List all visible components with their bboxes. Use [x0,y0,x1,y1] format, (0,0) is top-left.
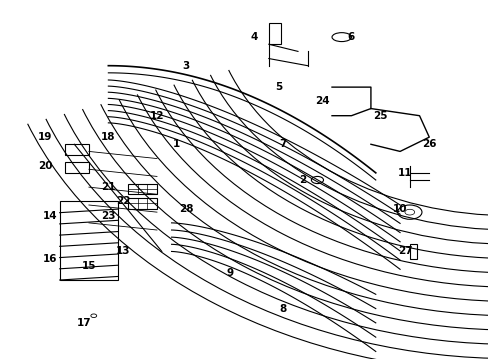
Text: 18: 18 [101,132,115,142]
Text: 10: 10 [392,203,407,213]
Text: 28: 28 [179,203,193,213]
Bar [64,144,89,155]
Text: 23: 23 [101,211,115,221]
Text: 15: 15 [81,261,96,271]
Text: 22: 22 [116,197,130,206]
Text: 26: 26 [421,139,436,149]
Bar [127,184,157,194]
Text: 16: 16 [42,253,57,264]
Text: 20: 20 [38,161,52,171]
Bar [60,202,118,280]
Text: 9: 9 [226,268,233,278]
Text: 5: 5 [274,82,282,92]
Text: 13: 13 [116,247,130,256]
Text: 2: 2 [299,175,306,185]
Bar [409,244,416,258]
Bar [127,198,157,208]
Text: 19: 19 [38,132,52,142]
Text: 14: 14 [42,211,57,221]
Text: 1: 1 [172,139,180,149]
Text: 11: 11 [397,168,411,178]
Text: 27: 27 [397,247,411,256]
Text: 25: 25 [373,111,387,121]
Text: 8: 8 [279,303,286,314]
Bar [64,162,89,173]
Bar [268,23,281,44]
Text: 21: 21 [101,182,115,192]
Text: 24: 24 [314,96,329,107]
Text: 3: 3 [182,61,189,71]
Text: 17: 17 [77,318,91,328]
Text: 12: 12 [149,111,164,121]
Text: 4: 4 [250,32,257,42]
Text: 6: 6 [347,32,354,42]
Text: 7: 7 [279,139,286,149]
